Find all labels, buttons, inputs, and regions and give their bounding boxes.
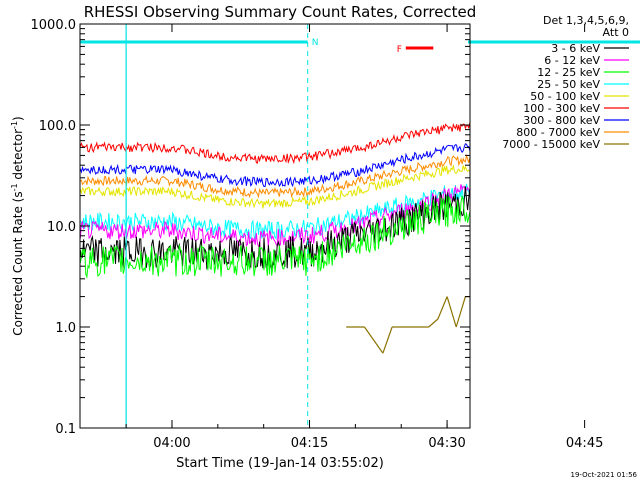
y-axis-label-main: Corrected Count Rate (s [11, 191, 25, 335]
night-label: N [312, 38, 319, 48]
legend-label: 50 - 100 keV [530, 90, 600, 103]
y-tick-label: 0.1 [55, 422, 76, 437]
chart-title: RHESSI Observing Summary Count Rates, Co… [84, 3, 477, 21]
chart-markers: NF [80, 24, 640, 428]
legend-label: 6 - 12 keV [544, 54, 600, 67]
footer-date: 19-Oct-2021 01:56 [571, 471, 638, 479]
series-line-50-100-kev [80, 164, 470, 209]
x-tick-label: 04:30 [428, 436, 465, 451]
legend-label: 300 - 800 keV [523, 114, 600, 127]
y-axis: 0.1 1.0 10.0 100.0 1000.0 [31, 18, 470, 437]
y-axis-label: Corrected Count Rate (s-1 detector-1) [10, 116, 25, 335]
legend-title-1: Det 1,3,4,5,6,9, [543, 14, 629, 27]
series-line-3-6-kev [80, 186, 470, 270]
x-tick-label: 04:45 [566, 436, 603, 451]
series-line-12-25-kev [80, 195, 470, 279]
y-tick-label: 1.0 [55, 321, 76, 336]
series-line-800-7000-kev [80, 153, 470, 199]
x-axis-label: Start Time (19-Jan-14 03:55:02) [176, 456, 384, 471]
y-tick-label: 1000.0 [31, 18, 77, 33]
legend-label: 100 - 300 keV [523, 102, 600, 115]
y-axis-label-mid: detector [11, 129, 25, 184]
y-axis-label-end: ) [11, 116, 25, 121]
series-line-6-12-kev [80, 184, 470, 248]
y-axis-label-sup2: -1 [10, 121, 19, 129]
y-tick-label: 10.0 [47, 220, 76, 235]
series-line-100-300-kev [80, 121, 470, 165]
legend-label: 7000 - 15000 keV [502, 138, 600, 151]
x-tick-label: 04:15 [291, 436, 328, 451]
y-axis-label-sup1: -1 [10, 183, 19, 191]
series-line-25-50-kev [80, 183, 470, 240]
x-tick-label: 04:00 [153, 436, 190, 451]
flare-label: F [397, 45, 402, 55]
legend-label: 12 - 25 keV [537, 66, 600, 79]
legend-label: 800 - 7000 keV [516, 126, 600, 139]
legend-label: 3 - 6 keV [551, 42, 600, 55]
legend-label: 25 - 50 keV [537, 78, 600, 91]
series-line-7000-15000-kev [346, 296, 470, 354]
legend-title-2: Att 0 [603, 26, 629, 39]
series-line-300-800-kev [80, 143, 470, 188]
series-curves [80, 121, 470, 354]
y-tick-label: 100.0 [39, 119, 76, 134]
